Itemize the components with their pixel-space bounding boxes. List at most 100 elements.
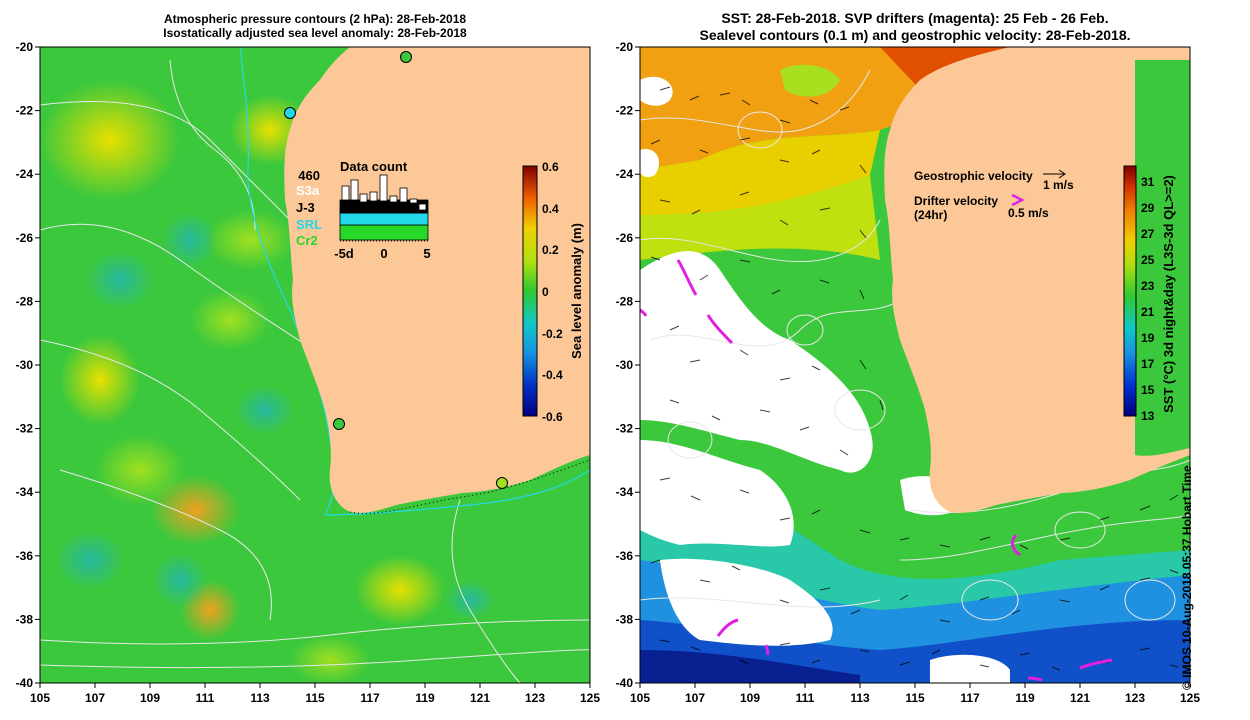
left-x-tick-label: 121 bbox=[470, 691, 490, 705]
right-x-tick-label: 119 bbox=[1015, 691, 1035, 705]
data-count-xtick: 0 bbox=[380, 246, 387, 261]
drifter-label-line1: Drifter velocity bbox=[914, 194, 998, 208]
sst-colorbar-tick: 17 bbox=[1141, 357, 1155, 371]
left-x-tick-label: 113 bbox=[250, 691, 270, 705]
drifter-label-line2: (24hr) bbox=[914, 208, 947, 222]
geo-velocity-arrow-icon bbox=[1043, 169, 1066, 179]
svp-drifter-tracks bbox=[640, 259, 1113, 682]
data-count-inset: Data count 460 -5d 0 5 S3a J-3 SRL Cr2 bbox=[296, 159, 431, 261]
left-title-line1: Atmospheric pressure contours (2 hPa): 2… bbox=[163, 12, 467, 26]
right-x-tick-label: 111 bbox=[796, 691, 815, 705]
right-x-tick-label: 117 bbox=[960, 691, 980, 705]
data-count-title: Data count bbox=[340, 159, 408, 174]
legend-j3: J-3 bbox=[296, 200, 315, 215]
left-y-tick-label: -26 bbox=[16, 231, 34, 245]
sla-colorbar-tick: 0 bbox=[542, 285, 549, 299]
sst-colorbar-tick: 25 bbox=[1141, 253, 1155, 267]
left-panel-title: Atmospheric pressure contours (2 hPa): 2… bbox=[40, 12, 590, 40]
data-count-xtick: 5 bbox=[423, 246, 430, 261]
left-y-tick-label: -28 bbox=[16, 294, 34, 308]
right-y-tick-label: -32 bbox=[616, 422, 634, 436]
right-y-tick-label: -38 bbox=[616, 612, 634, 626]
sst-colorbar-tick: 23 bbox=[1141, 279, 1155, 293]
right-title-line2: Sealevel contours (0.1 m) and geostrophi… bbox=[699, 27, 1131, 43]
sst-colorbar-tick: 21 bbox=[1141, 305, 1155, 319]
sst-colorbar-tick: 15 bbox=[1141, 383, 1155, 397]
right-y-tick-label: -26 bbox=[616, 231, 634, 245]
right-y-tick-label: -28 bbox=[616, 294, 634, 308]
right-x-tick-label: 121 bbox=[1070, 691, 1090, 705]
geostrophic-velocity-arrows bbox=[650, 86, 1179, 671]
sla-colorbar-ramp bbox=[522, 165, 538, 417]
right-title-line1: SST: 28-Feb-2018. SVP drifters (magenta)… bbox=[721, 10, 1109, 26]
left-x-tick-label: 119 bbox=[415, 691, 435, 705]
right-y-tick-label: -22 bbox=[616, 104, 634, 118]
cloud-mask bbox=[640, 76, 1010, 683]
sst-colorbar-tick: 27 bbox=[1141, 227, 1155, 241]
axes: 105 107 109 111 113 115 117 119 121 123 125 -20 -22 -… bbox=[16, 40, 1201, 705]
right-y-tick-label: -36 bbox=[616, 549, 634, 563]
drifter-scale: 0.5 m/s bbox=[1008, 206, 1049, 220]
left-x-tick-label: 109 bbox=[140, 691, 160, 705]
sst-colorbar-tick: 29 bbox=[1141, 201, 1155, 215]
left-y-tick-label: -24 bbox=[16, 167, 34, 181]
sst-colorbar-ramp bbox=[1123, 165, 1137, 417]
right-x-tick-label: 107 bbox=[685, 691, 705, 705]
right-y-tick-label: -34 bbox=[616, 485, 634, 499]
tide-gauge-marker bbox=[400, 51, 412, 63]
left-map bbox=[40, 47, 590, 683]
sst-colorbar: 31 29 27 25 23 21 19 17 15 13 SST (°C) 3… bbox=[1123, 165, 1176, 423]
right-x-tick-label: 123 bbox=[1125, 691, 1145, 705]
sla-colorbar: 0.6 0.4 0.2 0 -0.2 -0.4 -0.6 Sea level a… bbox=[522, 160, 584, 424]
left-x-tick-label: 105 bbox=[30, 691, 50, 705]
legend-srl: SRL bbox=[296, 217, 322, 232]
sla-colorbar-tick: -0.6 bbox=[542, 410, 563, 424]
right-australia-land bbox=[884, 47, 1190, 513]
left-y-tick-label: -30 bbox=[16, 358, 34, 372]
right-x-tick-label: 109 bbox=[740, 691, 760, 705]
sla-colorbar-tick: -0.4 bbox=[542, 368, 563, 382]
right-map bbox=[640, 47, 1190, 683]
right-x-tick-label: 125 bbox=[1180, 691, 1200, 705]
right-y-tick-label: -30 bbox=[616, 358, 634, 372]
tide-gauge-marker bbox=[284, 107, 296, 119]
sst-colorbar-label: SST (°C) 3d night&day (L3S-3d QL>=2) bbox=[1161, 175, 1176, 413]
left-australia-land bbox=[284, 47, 590, 513]
sea-level-anomaly-field bbox=[40, 80, 495, 683]
sst-colorbar-tick: 13 bbox=[1141, 409, 1155, 423]
left-x-tick-label: 111 bbox=[196, 691, 215, 705]
sla-colorbar-tick: 0.6 bbox=[542, 160, 559, 174]
left-x-tick-label: 117 bbox=[360, 691, 380, 705]
left-y-tick-label: -38 bbox=[16, 612, 34, 626]
left-y-tick-label: -40 bbox=[16, 676, 34, 690]
velocity-legend: Geostrophic velocity 1 m/s Drifter veloc… bbox=[914, 169, 1074, 222]
data-count-legend: S3a J-3 SRL Cr2 bbox=[296, 183, 322, 248]
right-y-tick-label: -24 bbox=[616, 167, 634, 181]
right-panel-title: SST: 28-Feb-2018. SVP drifters (magenta)… bbox=[640, 10, 1190, 44]
geo-velocity-label: Geostrophic velocity bbox=[914, 169, 1033, 183]
left-x-tick-label: 115 bbox=[305, 691, 325, 705]
drifter-arrow-icon bbox=[1011, 193, 1025, 207]
right-x-tick-label: 105 bbox=[630, 691, 650, 705]
sla-colorbar-tick: -0.2 bbox=[542, 327, 563, 341]
left-y-tick-label: -22 bbox=[16, 104, 34, 118]
data-count-max: 460 bbox=[298, 168, 320, 183]
sst-colorbar-tick: 19 bbox=[1141, 331, 1155, 345]
left-title-line2: Isostatically adjusted sea level anomaly… bbox=[163, 26, 467, 40]
left-y-tick-label: -32 bbox=[16, 422, 34, 436]
sla-colorbar-tick: 0.2 bbox=[542, 243, 559, 257]
left-y-tick-label: -20 bbox=[16, 40, 34, 54]
left-x-tick-label: 123 bbox=[525, 691, 545, 705]
legend-s3a: S3a bbox=[296, 183, 320, 198]
right-y-tick-label: -40 bbox=[616, 676, 634, 690]
sla-colorbar-label: Sea level anomaly (m) bbox=[569, 223, 584, 359]
right-x-tick-label: 113 bbox=[850, 691, 870, 705]
copyright-notice: © IMOS 10-Aug-2018 05:37 Hobart Time bbox=[1180, 465, 1200, 710]
left-y-tick-label: -34 bbox=[16, 485, 34, 499]
data-count-xtick: -5d bbox=[334, 246, 354, 261]
sst-colorbar-tick: 31 bbox=[1141, 175, 1155, 189]
data-count-histogram bbox=[339, 174, 429, 241]
left-x-tick-label: 125 bbox=[580, 691, 600, 705]
tide-gauge-marker bbox=[333, 418, 345, 430]
